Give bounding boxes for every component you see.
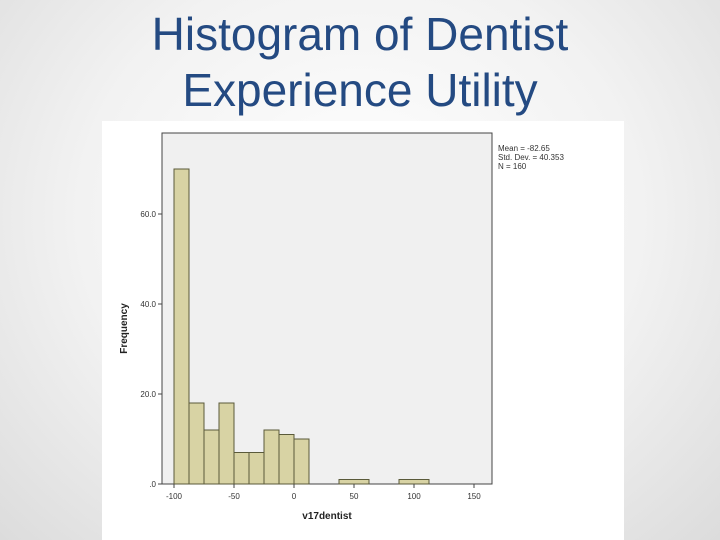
- y-tick-label: 60.0: [140, 210, 156, 219]
- x-tick-label: 150: [467, 492, 481, 501]
- title-line-2: Experience Utility: [182, 64, 538, 116]
- x-tick-label: 50: [350, 492, 359, 501]
- histogram-bar: [233, 452, 250, 485]
- x-tick-label: -50: [228, 492, 240, 501]
- stat-mean: Mean = -82.65: [498, 144, 550, 153]
- histogram-bar: [248, 452, 265, 485]
- x-tick-label: 0: [292, 492, 297, 501]
- y-tick-label: 20.0: [140, 390, 156, 399]
- histogram-bar: [173, 168, 190, 485]
- statistics-box: Mean = -82.65 Std. Dev. = 40.353 N = 160: [498, 144, 564, 171]
- x-axis-title: v17dentist: [302, 511, 352, 522]
- stat-std-dev: Std. Dev. = 40.353: [498, 153, 564, 162]
- y-axis-title: Frequency: [119, 303, 130, 354]
- title-line-1: Histogram of Dentist: [151, 8, 569, 60]
- x-tick-label: -100: [166, 492, 183, 501]
- x-tick-label: 100: [407, 492, 421, 501]
- plot-area: [161, 132, 493, 485]
- y-tick-label: 40.0: [140, 300, 156, 309]
- histogram-chart: .0 20.0 40.0 60.0 -100 -50 0 50 100 150 v17dentist…: [119, 132, 493, 522]
- histogram-bar: [338, 479, 370, 485]
- slide-title: Histogram of Dentist Experience Utility: [0, 6, 720, 118]
- histogram-bar: [263, 429, 280, 485]
- histogram-bar: [278, 434, 295, 485]
- y-tick-label: .0: [149, 480, 156, 489]
- histogram-bar: [203, 429, 220, 485]
- stat-n: N = 160: [498, 162, 527, 171]
- histogram-panel: .0 20.0 40.0 60.0 -100 -50 0 50 100 150 v17dentist…: [102, 121, 624, 540]
- histogram-bar: [293, 438, 310, 485]
- histogram-bar: [218, 402, 235, 485]
- histogram-bar: [398, 479, 430, 485]
- histogram-bar: [188, 402, 205, 485]
